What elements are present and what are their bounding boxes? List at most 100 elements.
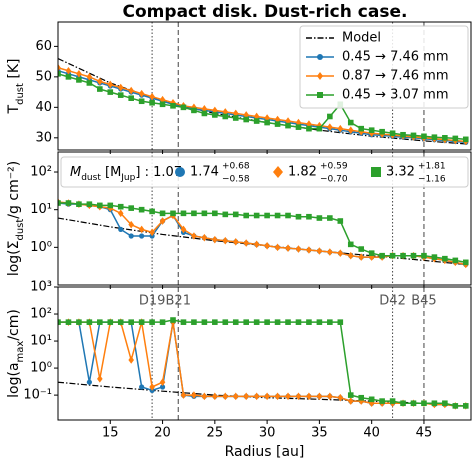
axes-frame <box>57 151 472 286</box>
marker <box>253 212 260 219</box>
marker <box>58 71 61 77</box>
marker <box>86 319 93 325</box>
marker <box>327 123 333 131</box>
marker <box>452 257 459 264</box>
marker <box>222 236 229 245</box>
marker <box>264 392 270 401</box>
marker <box>149 208 155 215</box>
marker <box>212 319 218 325</box>
reference-label: B21 <box>166 294 191 309</box>
marker <box>138 319 145 325</box>
marker <box>368 253 375 261</box>
marker <box>317 54 323 60</box>
marker <box>243 116 250 123</box>
series-line <box>58 73 466 141</box>
marker <box>97 202 103 209</box>
marker <box>201 392 208 401</box>
marker <box>273 166 283 178</box>
marker <box>107 319 114 325</box>
marker <box>232 319 239 325</box>
marker <box>243 319 250 325</box>
reference-label: D19 <box>139 294 166 309</box>
marker <box>316 392 323 401</box>
marker <box>232 238 239 246</box>
marker <box>358 394 365 401</box>
marker <box>222 211 229 218</box>
y-tick-label: 60 <box>35 39 52 54</box>
marker <box>222 392 229 401</box>
marker <box>431 254 438 260</box>
marker <box>138 89 145 98</box>
marker <box>149 228 155 237</box>
legend-label: 3.32 <box>386 165 415 180</box>
marker <box>243 212 250 219</box>
marker <box>431 400 438 407</box>
y-tick-label: 50 <box>35 69 52 84</box>
marker <box>58 200 61 206</box>
legend-label: Model <box>342 31 381 46</box>
marker <box>337 124 344 133</box>
marker <box>222 113 229 120</box>
legend-label: 0.45 → 7.46 mm <box>342 50 449 65</box>
marker <box>327 392 333 401</box>
marker <box>159 384 166 390</box>
marker <box>149 383 155 391</box>
marker <box>232 115 239 121</box>
y-axis-label: log(Σdust/g cm⁻²) <box>6 161 26 276</box>
marker <box>65 319 72 325</box>
marker <box>462 136 469 143</box>
marker <box>316 125 323 132</box>
marker <box>452 135 459 142</box>
marker <box>191 210 197 217</box>
marker <box>180 319 187 325</box>
marker <box>462 259 469 266</box>
marker <box>317 72 323 80</box>
marker <box>180 391 187 399</box>
marker <box>306 213 312 220</box>
y-tick-label: 10⁰ <box>30 361 52 376</box>
marker <box>253 118 260 124</box>
marker <box>452 403 459 409</box>
marker <box>368 127 375 133</box>
marker <box>170 210 176 217</box>
marker <box>159 101 166 108</box>
series-line <box>58 202 466 264</box>
y-tick-label: 10⁻¹ <box>23 388 52 403</box>
marker <box>285 212 291 219</box>
marker <box>306 392 312 401</box>
marker <box>76 201 82 207</box>
y-label-main: log(Σ <box>6 241 22 277</box>
x-tick-label: 40 <box>363 426 380 441</box>
marker <box>191 107 197 114</box>
marker <box>327 319 333 325</box>
x-tick-label: 20 <box>154 426 171 441</box>
marker <box>243 392 250 401</box>
marker <box>253 319 260 325</box>
marker <box>295 245 302 253</box>
marker <box>138 206 145 213</box>
marker <box>368 250 375 256</box>
series-line <box>58 321 466 407</box>
marker <box>159 95 166 104</box>
marker <box>358 246 365 252</box>
y-label-rest: /g cm⁻²) <box>6 161 22 219</box>
marker <box>295 392 302 401</box>
marker <box>117 209 124 218</box>
y-tick-label: 30 <box>35 130 52 145</box>
marker <box>327 113 333 120</box>
legend-label: 0.45 → 3.07 mm <box>342 88 449 103</box>
y-label-main: log(a <box>6 362 22 397</box>
marker <box>58 319 61 325</box>
marker <box>65 200 72 206</box>
marker <box>358 125 365 132</box>
plot-area <box>58 287 469 420</box>
marker <box>337 218 344 224</box>
marker <box>274 121 281 127</box>
marker <box>191 319 197 325</box>
marker <box>97 86 103 92</box>
marker <box>86 201 93 207</box>
y-label-main: T <box>6 104 22 114</box>
reference-label: B45 <box>411 294 436 309</box>
x-tick-label: 30 <box>259 426 276 441</box>
